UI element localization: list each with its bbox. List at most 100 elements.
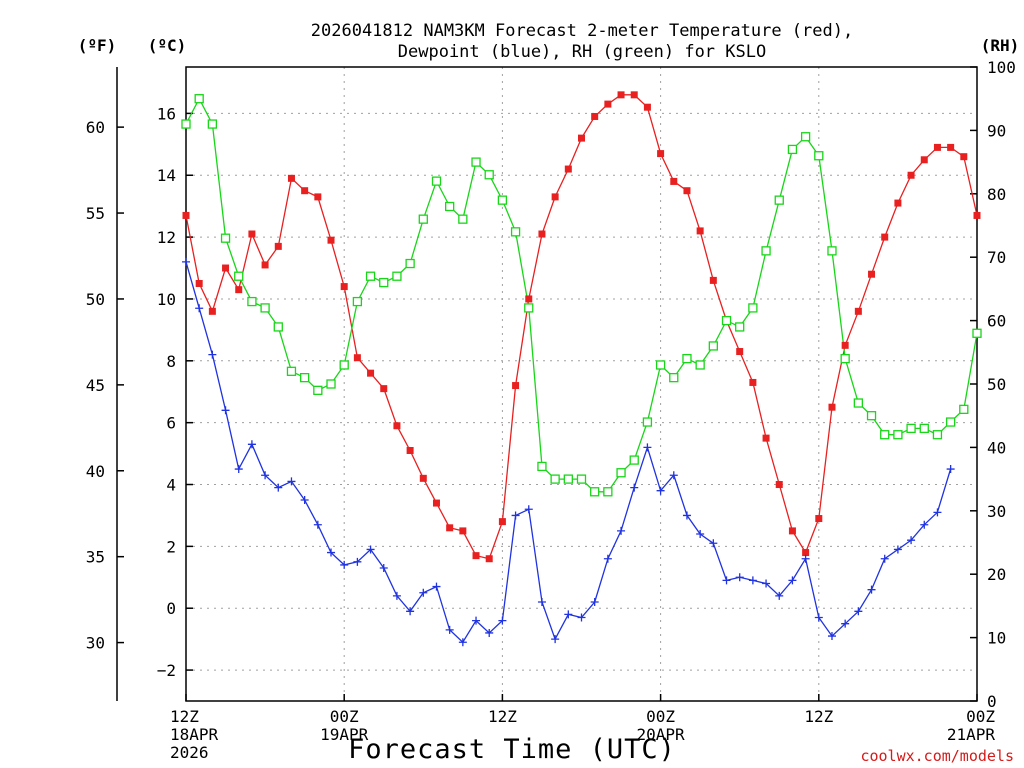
temperature-point xyxy=(841,341,849,349)
dewpoint-point xyxy=(656,486,665,495)
rh-point xyxy=(220,233,231,243)
dewpoint-point xyxy=(841,619,850,628)
temperature-point xyxy=(762,434,770,442)
fahrenheit-tick-label: 40 xyxy=(86,462,105,481)
dewpoint-point xyxy=(340,560,349,569)
dewpoint-point xyxy=(392,591,401,600)
dewpoint-point xyxy=(907,536,916,545)
x-tick-label: 00Z xyxy=(330,707,359,726)
x-tick-label: 2026 xyxy=(170,743,209,762)
temperature-point xyxy=(696,227,704,235)
temperature-point xyxy=(973,211,981,219)
dewpoint-point xyxy=(511,511,520,520)
rh-point xyxy=(906,423,916,434)
rh-tick-label: 60 xyxy=(987,312,1006,331)
dewpoint-point xyxy=(788,576,797,585)
celsius-tick-label: 4 xyxy=(166,476,176,495)
rh-point xyxy=(590,487,600,497)
dewpoint-point xyxy=(775,591,784,600)
celsius-tick-label: 8 xyxy=(166,352,176,371)
dewpoint-point xyxy=(669,471,678,480)
temperature-point xyxy=(182,211,190,219)
rh-point xyxy=(260,303,270,313)
dewpoint-point xyxy=(366,545,375,554)
rh-tick-label: 100 xyxy=(987,58,1016,77)
dewpoint-point xyxy=(854,607,863,616)
rh-tick-label: 20 xyxy=(987,565,1006,584)
rh-point xyxy=(458,214,468,224)
dewpoint-point xyxy=(814,613,823,622)
rh-point xyxy=(748,303,758,313)
rh-point xyxy=(247,296,257,307)
dewpoint-point xyxy=(709,539,718,548)
dewpoint-point xyxy=(722,576,731,585)
fahrenheit-tick-label: 30 xyxy=(86,634,105,653)
rh-point xyxy=(273,322,283,332)
temperature-point xyxy=(802,549,810,557)
rh-point xyxy=(445,201,455,212)
temperature-point xyxy=(643,103,651,111)
credit-text[interactable]: coolwx.com/models xyxy=(860,747,1014,765)
dewpoint-point xyxy=(313,520,322,529)
dewpoint-point xyxy=(485,628,494,637)
dewpoint-point xyxy=(195,304,204,313)
temperature-point xyxy=(235,286,243,294)
rh-point xyxy=(616,468,626,478)
temperature-point xyxy=(670,177,678,185)
rh-point xyxy=(840,353,850,364)
dewpoint-point xyxy=(498,616,507,625)
dewpoint-point xyxy=(287,477,296,486)
rh-point xyxy=(919,423,929,434)
rh-tick-label: 0 xyxy=(987,692,997,711)
rh-point xyxy=(945,417,956,427)
rh-point xyxy=(207,119,218,129)
temperature-point xyxy=(432,499,440,507)
rh-point xyxy=(893,430,903,440)
fahrenheit-tick-label: 45 xyxy=(86,376,105,395)
temperature-point xyxy=(472,552,480,560)
temperature-point xyxy=(314,193,322,201)
rh-point xyxy=(603,487,613,497)
rh-point xyxy=(735,322,745,332)
dewpoint-point xyxy=(208,350,217,359)
dewpoint-point xyxy=(458,638,467,647)
rh-point xyxy=(524,303,534,313)
dewpoint-point xyxy=(247,440,256,449)
temperature-point xyxy=(788,527,796,535)
dewpoint-point xyxy=(827,632,836,641)
dewpoint-point xyxy=(946,465,955,474)
temperature-point xyxy=(920,156,928,164)
x-tick-label: 12Z xyxy=(170,707,199,726)
temperature-point xyxy=(894,199,902,207)
dewpoint-point xyxy=(379,564,388,573)
rh-point xyxy=(299,373,310,383)
dewpoint-point xyxy=(432,582,441,591)
temperature-point xyxy=(208,307,216,315)
dewpoint-point xyxy=(603,554,612,563)
temperature-point xyxy=(828,403,836,411)
rh-tick-label: 50 xyxy=(987,375,1006,394)
temperature-point xyxy=(907,171,915,179)
rh-point xyxy=(959,404,969,415)
temperature-point xyxy=(551,193,559,201)
rh-point xyxy=(866,411,877,421)
celsius-tick-label: 10 xyxy=(157,290,176,309)
rh-point xyxy=(814,151,824,161)
rh-tick-label: 70 xyxy=(987,248,1006,267)
temperature-point xyxy=(301,187,309,195)
rh-point xyxy=(880,430,890,440)
x-tick-label: 00Z xyxy=(966,707,995,726)
rh-point xyxy=(431,176,442,186)
fahrenheit-tick-label: 35 xyxy=(86,548,105,567)
dewpoint-point xyxy=(537,598,546,607)
dewpoint-point xyxy=(524,505,533,514)
temperature-point xyxy=(419,474,427,482)
temperature-point xyxy=(538,230,546,238)
temperature-point xyxy=(933,143,941,151)
series-markers xyxy=(181,91,982,647)
temperature-point xyxy=(525,295,533,303)
rh-point xyxy=(286,366,297,376)
rh-point xyxy=(682,353,692,364)
temperature-point xyxy=(815,515,823,523)
